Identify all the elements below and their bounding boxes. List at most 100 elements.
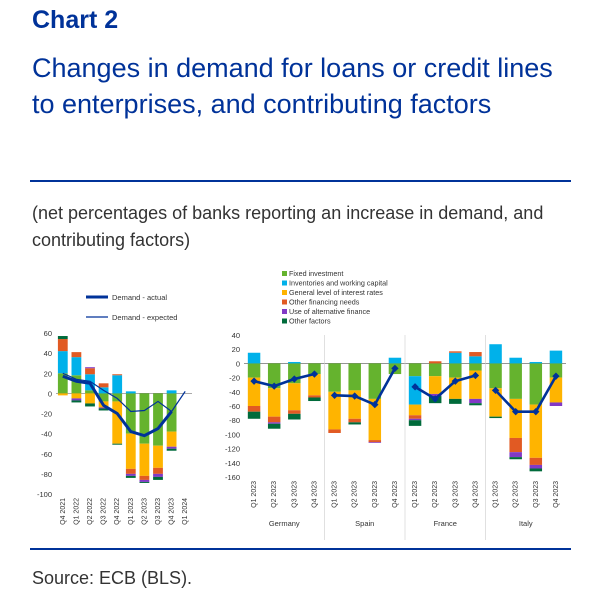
bar-stack-alternative-finance <box>408 418 422 421</box>
bar-stack-inventories <box>166 390 177 394</box>
demand-marker <box>270 382 278 390</box>
bar-stack-other-factors <box>348 422 361 425</box>
bar-stack-other-factors <box>85 403 95 407</box>
y-tick-label: -80 <box>229 416 240 425</box>
bar-stack-other-financing <box>348 418 361 423</box>
bar-stack-other-financing <box>85 368 95 375</box>
source-note: Source: ECB (BLS). <box>32 568 193 588</box>
legend-label: Demand - expected <box>112 313 177 322</box>
bar-stack-fixed-investment <box>408 363 422 377</box>
demand-expected-line <box>62 372 186 413</box>
bar-stack-other-financing <box>125 468 136 474</box>
group-label: Italy <box>519 519 533 528</box>
bar-stack-fixed-investment <box>308 363 321 375</box>
bar-stack-alternative-finance <box>509 452 522 458</box>
x-tick-label: Q2 2023 <box>432 481 439 508</box>
bar-stack-alternative-finance <box>139 479 150 482</box>
bar-stack-fixed-investment <box>348 363 361 391</box>
bar-stack-inventories <box>388 357 402 364</box>
bar-stack-other-factors <box>153 476 163 480</box>
x-tick-label: Q1 2024 <box>182 498 189 525</box>
bar-stack-alternative-finance <box>529 464 543 469</box>
bar-stack-fixed-investment <box>449 363 462 378</box>
x-tick-label: Q2 2022 <box>87 498 94 525</box>
y-tick-label: -20 <box>41 410 52 419</box>
bar-stack-other-financing <box>328 429 341 433</box>
bar-stack-interest-rates <box>308 374 321 396</box>
bar-stack-other-factors <box>139 481 150 483</box>
y-tick-label: -40 <box>41 430 52 439</box>
demand-marker <box>391 364 399 373</box>
bar-stack-other-factors <box>469 403 482 406</box>
y-tick-label: -20 <box>229 374 240 383</box>
legend-swatch <box>282 309 287 314</box>
bar-stack-fixed-investment <box>368 363 382 399</box>
bar-stack-other-factors <box>308 397 321 402</box>
bar-stack-inventories <box>57 351 68 374</box>
bar-stack-fixed-investment <box>328 363 341 392</box>
x-tick-label: Q4 2022 <box>114 498 121 525</box>
bar-stack-inventories <box>247 352 261 364</box>
bar-stack-other-factors <box>529 468 543 472</box>
bar-stack-alternative-finance <box>166 446 177 449</box>
demand-marker <box>330 391 339 400</box>
bar-stack-alternative-finance <box>98 407 109 409</box>
bar-stack-other-financing <box>57 339 68 352</box>
demand-marker <box>371 400 379 409</box>
x-tick-label: Q1 2023 <box>412 481 419 508</box>
bar-stack-interest-rates <box>247 377 261 406</box>
bar-stack-fixed-investment <box>247 363 261 378</box>
bar-stack-fixed-investment <box>71 375 82 394</box>
bar-stack-fixed-investment <box>98 393 109 402</box>
demand-actual-line <box>62 374 173 438</box>
y-tick-label: -60 <box>41 450 52 459</box>
bar-stack-other-financing <box>139 475 150 480</box>
group-label: Spain <box>355 519 374 528</box>
demand-line <box>334 367 397 407</box>
x-tick-label: Q1 2023 <box>493 481 500 508</box>
legend-swatch <box>282 299 287 305</box>
legend-label: Other factors <box>289 317 331 326</box>
bar-stack-alternative-finance <box>549 402 563 406</box>
demand-marker <box>512 408 520 416</box>
bar-stack-other-financing <box>247 406 261 412</box>
bar-stack-other-financing <box>112 374 123 376</box>
x-tick-label: Q2 2023 <box>271 481 278 508</box>
bar-stack-other-factors <box>125 475 136 478</box>
y-tick-label: 60 <box>44 329 52 338</box>
bar-stack-inventories <box>509 357 522 364</box>
x-tick-label: Q3 2023 <box>452 481 459 508</box>
right-chart: 40 20 0 -20 -40 -60 -80 -100 -120 -140 -160 Q1 2023… <box>225 269 566 540</box>
bar-stack-fixed-investment <box>529 363 543 405</box>
bar-stack-inventories <box>71 357 82 376</box>
bar-stack-inventories <box>125 391 136 394</box>
legend-swatch <box>282 271 287 276</box>
y-tick-label: 40 <box>44 349 52 358</box>
chart-number: Chart 2 <box>32 6 119 34</box>
bar-stack-interest-rates <box>288 383 301 411</box>
bar-stack-inventories <box>112 375 123 394</box>
bar-stack-other-factors <box>98 408 109 411</box>
bar-stack-alternative-finance <box>428 393 442 397</box>
x-tick-label: Q1 2023 <box>332 481 339 508</box>
bar-stack-fixed-investment <box>549 363 563 378</box>
x-tick-label: Q4 2023 <box>472 481 479 508</box>
legend-label: Demand - actual <box>112 293 167 302</box>
demand-line <box>494 375 558 413</box>
bar-stack-alternative-finance <box>125 473 136 476</box>
bar-stack-fixed-investment <box>469 363 482 371</box>
bar-stack-alternative-finance <box>368 442 382 443</box>
y-tick-label: -100 <box>225 430 240 439</box>
bar-stack-inventories <box>529 361 543 364</box>
bar-stack-other-factors <box>288 413 301 420</box>
x-tick-label: Q4 2023 <box>169 498 176 525</box>
group-label: France <box>434 519 457 528</box>
x-tick-label: Q3 2023 <box>372 481 379 508</box>
y-tick-label: -140 <box>225 459 240 468</box>
bar-stack-other-factors <box>166 448 177 451</box>
bar-stack-other-financing <box>288 410 301 414</box>
bar-stack-interest-rates <box>125 433 136 469</box>
bar-stack-fixed-investment <box>267 363 281 389</box>
y-tick-label: 0 <box>236 359 240 368</box>
y-tick-label: -60 <box>229 402 240 411</box>
